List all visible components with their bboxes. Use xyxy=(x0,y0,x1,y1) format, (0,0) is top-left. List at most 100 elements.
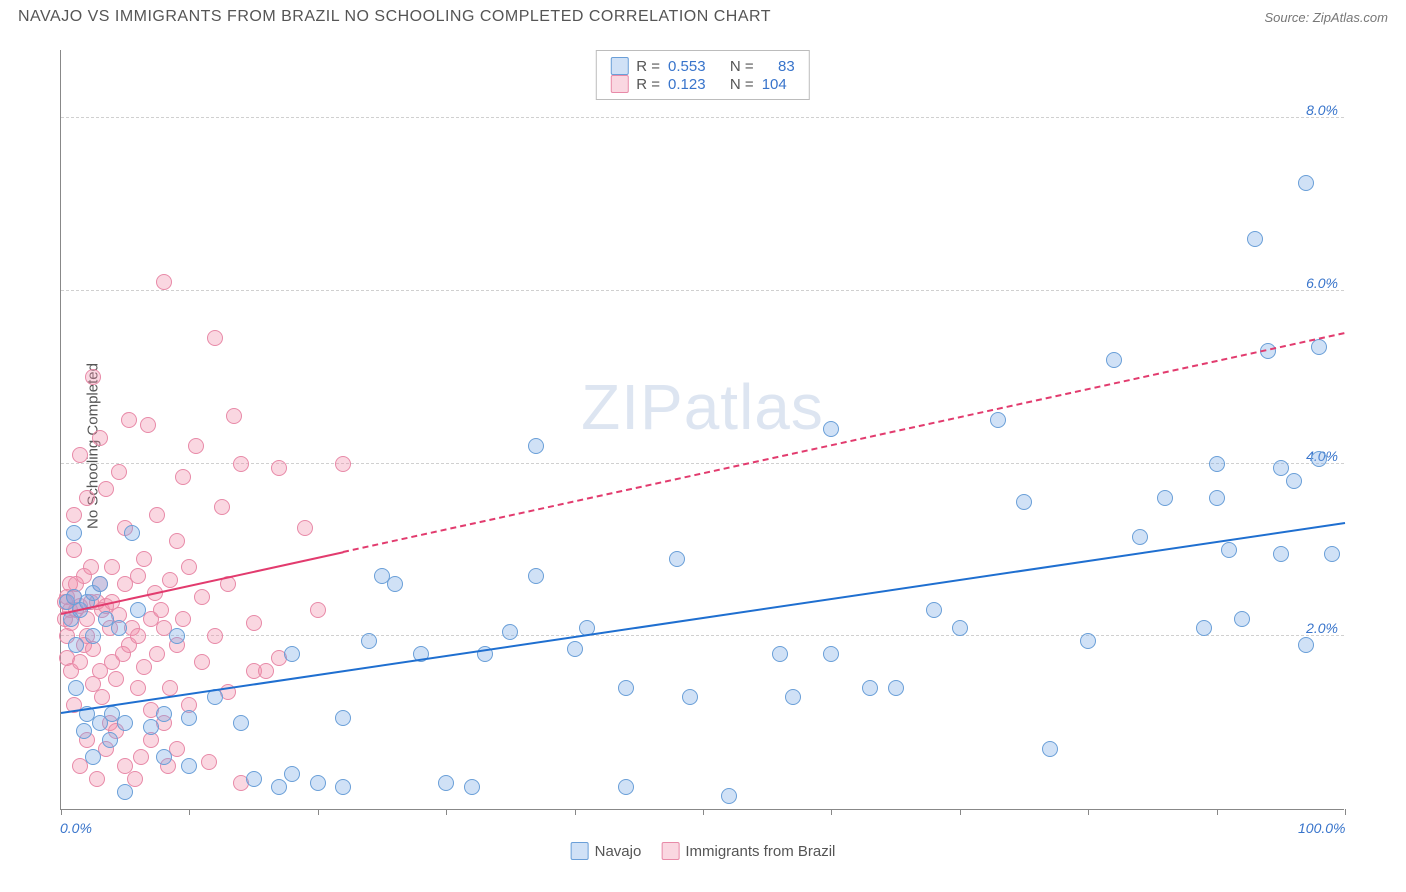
brazil-point xyxy=(194,589,210,605)
brazil-point xyxy=(133,749,149,765)
title-bar: NAVAJO VS IMMIGRANTS FROM BRAZIL NO SCHO… xyxy=(0,0,1406,30)
navajo-point xyxy=(990,412,1006,428)
navajo-point xyxy=(502,624,518,640)
brazil-point xyxy=(271,460,287,476)
navajo-point xyxy=(143,719,159,735)
watermark: ZIPatlas xyxy=(581,370,824,444)
gridline xyxy=(61,290,1344,291)
brazil-point xyxy=(72,654,88,670)
navajo-point xyxy=(310,775,326,791)
brazil-point xyxy=(136,551,152,567)
brazil-point xyxy=(92,430,108,446)
brazil-point xyxy=(156,274,172,290)
brazil-point xyxy=(94,689,110,705)
navajo-point xyxy=(785,689,801,705)
x-tick xyxy=(318,809,319,815)
navajo-point xyxy=(246,771,262,787)
navajo-point xyxy=(1042,741,1058,757)
brazil-point xyxy=(140,417,156,433)
stats-row-navajo: R = 0.553 N = 83 xyxy=(610,57,794,75)
brazil-point xyxy=(175,611,191,627)
navajo-point xyxy=(1209,456,1225,472)
x-tick xyxy=(1088,809,1089,815)
navajo-point xyxy=(284,646,300,662)
navajo-point xyxy=(1311,451,1327,467)
navajo-point xyxy=(1234,611,1250,627)
navajo-point xyxy=(92,576,108,592)
x-tick xyxy=(1345,809,1346,815)
brazil-point xyxy=(169,533,185,549)
navajo-point xyxy=(669,551,685,567)
navajo-point xyxy=(1298,637,1314,653)
navajo-point xyxy=(1106,352,1122,368)
brazil-point xyxy=(136,659,152,675)
brazil-point xyxy=(85,369,101,385)
y-tick-label: 6.0% xyxy=(1306,275,1338,291)
brazil-point xyxy=(335,456,351,472)
stats-legend: R = 0.553 N = 83 R = 0.123 N = 104 xyxy=(595,50,809,100)
navajo-point xyxy=(387,576,403,592)
navajo-point xyxy=(117,715,133,731)
brazil-point xyxy=(207,330,223,346)
brazil-point xyxy=(162,572,178,588)
x-tick xyxy=(446,809,447,815)
navajo-point xyxy=(181,758,197,774)
navajo-point xyxy=(1196,620,1212,636)
navajo-point xyxy=(772,646,788,662)
navajo-point xyxy=(1273,546,1289,562)
brazil-point xyxy=(83,559,99,575)
brazil-point xyxy=(130,628,146,644)
brazil-point xyxy=(149,507,165,523)
source-label: Source: ZipAtlas.com xyxy=(1264,10,1388,25)
navajo-point xyxy=(528,568,544,584)
navajo-point xyxy=(823,421,839,437)
navajo-point xyxy=(1132,529,1148,545)
chart-container: No Schooling Completed ZIPatlas R = 0.55… xyxy=(16,40,1390,852)
brazil-point xyxy=(175,469,191,485)
navajo-point xyxy=(130,602,146,618)
gridline xyxy=(61,117,1344,118)
brazil-point xyxy=(66,542,82,558)
navajo-point xyxy=(952,620,968,636)
navajo-point xyxy=(284,766,300,782)
brazil-point xyxy=(188,438,204,454)
navajo-point xyxy=(111,620,127,636)
navajo-point xyxy=(68,637,84,653)
x-axis-max-label: 100.0% xyxy=(1298,820,1345,836)
x-tick xyxy=(703,809,704,815)
navajo-point xyxy=(721,788,737,804)
plot-area: ZIPatlas R = 0.553 N = 83 R = 0.123 N = … xyxy=(60,50,1344,810)
navajo-point xyxy=(85,628,101,644)
legend-label-brazil: Immigrants from Brazil xyxy=(685,843,835,860)
legend-item-navajo: Navajo xyxy=(571,842,642,860)
brazil-point xyxy=(98,481,114,497)
brazil-point xyxy=(201,754,217,770)
x-tick xyxy=(575,809,576,815)
brazil-point xyxy=(214,499,230,515)
navajo-point xyxy=(335,710,351,726)
navajo-point xyxy=(335,779,351,795)
navajo-point xyxy=(1221,542,1237,558)
navajo-point xyxy=(1286,473,1302,489)
swatch-brazil-icon xyxy=(610,75,628,93)
chart-title: NAVAJO VS IMMIGRANTS FROM BRAZIL NO SCHO… xyxy=(18,8,771,26)
navajo-point xyxy=(156,749,172,765)
gridline xyxy=(61,635,1344,636)
navajo-point xyxy=(823,646,839,662)
navajo-point xyxy=(181,710,197,726)
series-legend: Navajo Immigrants from Brazil xyxy=(571,842,836,860)
navajo-point xyxy=(1298,175,1314,191)
navajo-point xyxy=(618,779,634,795)
brazil-point xyxy=(130,680,146,696)
brazil-point xyxy=(153,602,169,618)
navajo-point xyxy=(169,628,185,644)
y-tick-label: 8.0% xyxy=(1306,102,1338,118)
navajo-point xyxy=(117,784,133,800)
navajo-point xyxy=(76,723,92,739)
navajo-point xyxy=(682,689,698,705)
navajo-point xyxy=(862,680,878,696)
navajo-point xyxy=(233,715,249,731)
navajo-point xyxy=(1273,460,1289,476)
navajo-point xyxy=(567,641,583,657)
navajo-point xyxy=(156,706,172,722)
